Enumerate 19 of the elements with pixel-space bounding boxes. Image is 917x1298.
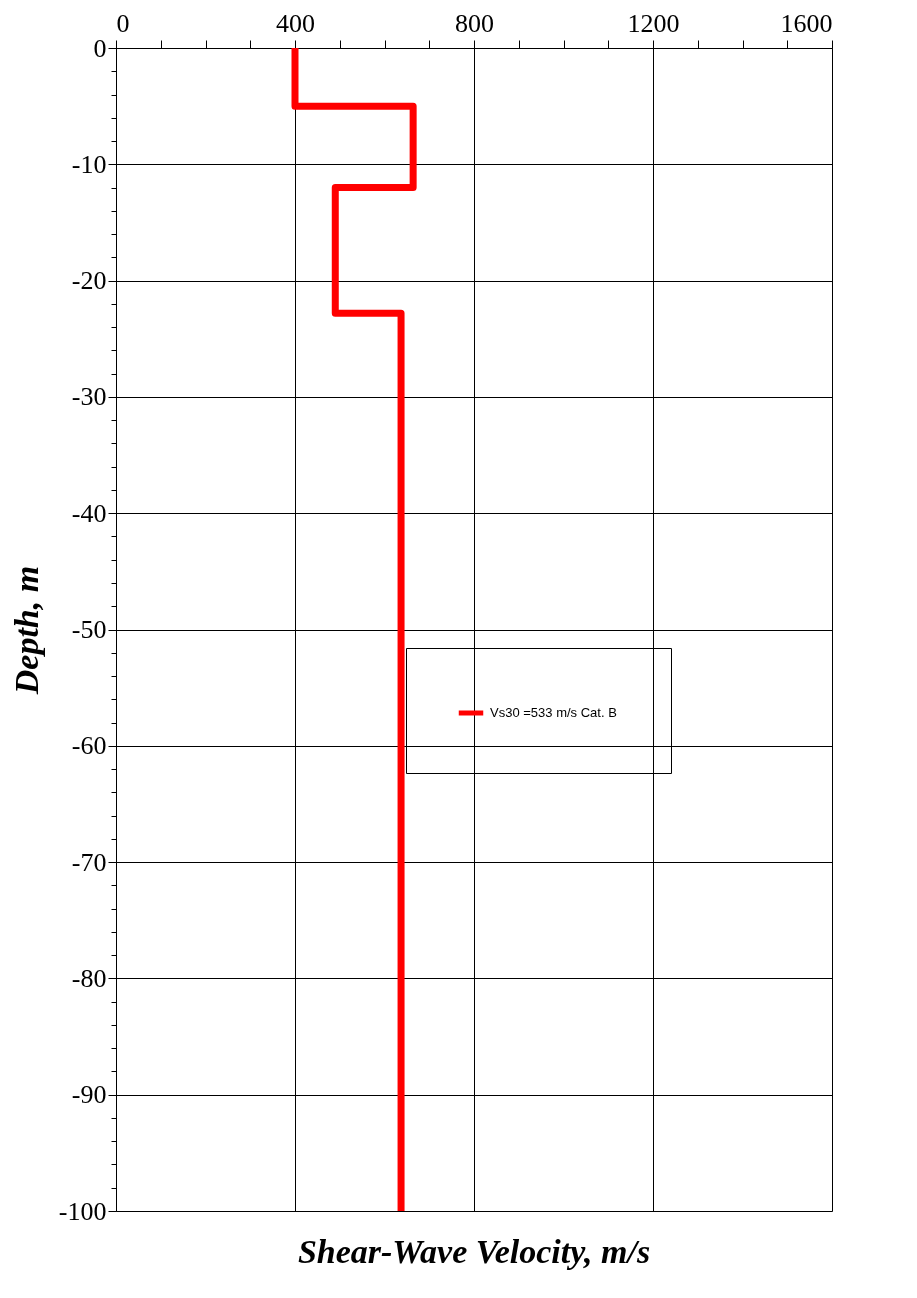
x-tick-label: 400 [276, 8, 315, 38]
y-tick-label: -50 [71, 615, 107, 644]
y-tick-label: -70 [71, 847, 107, 877]
y-tick-label: 0 [93, 33, 107, 63]
y-tick-label: -20 [71, 266, 107, 296]
legend-label: Vs30 =533 m/s Cat. B [490, 705, 617, 720]
y-tick-label: -10 [71, 149, 107, 179]
y-tick-label: -90 [71, 1080, 107, 1110]
x-tick-label: 1600 [780, 8, 833, 38]
y-tick-label: -80 [71, 963, 107, 993]
y-tick-label: -40 [71, 498, 107, 528]
y-tick-label: -30 [71, 382, 107, 412]
x-tick-label: 1200 [627, 8, 680, 38]
x-axis-title: Shear-Wave Velocity, m/s [297, 1233, 651, 1270]
y-tick-label: -60 [71, 731, 107, 761]
y-axis-title: Depth, m [7, 565, 45, 696]
y-tick-label: -100 [58, 1196, 107, 1226]
x-tick-label: 800 [455, 8, 494, 38]
x-tick-label: 0 [116, 8, 130, 38]
